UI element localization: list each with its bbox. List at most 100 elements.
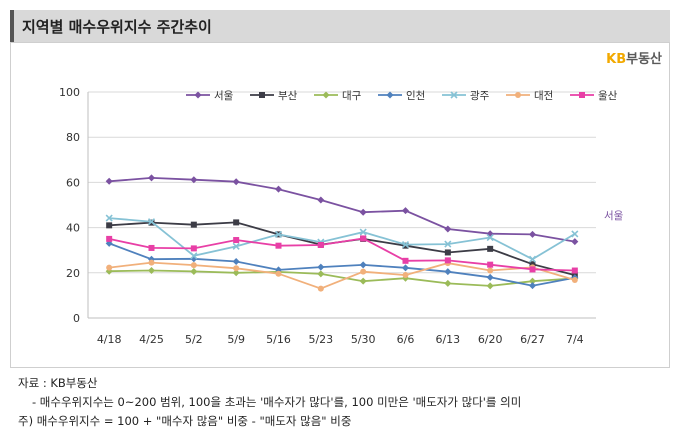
annotation-seoul: 서울 [604,210,624,222]
legend-label: 울산 [598,90,618,102]
data-point [444,240,452,248]
x-tick-label: 5/16 [266,333,291,346]
data-point [359,261,367,269]
source-note: 자료 : KB부동산 [18,376,98,390]
x-tick-label: 6/27 [520,333,545,346]
data-point [487,261,494,268]
x-tick-label: 4/25 [139,333,164,346]
data-point [106,235,113,242]
data-point [444,257,451,264]
data-point [317,196,325,204]
data-point [487,267,494,274]
data-point [317,285,324,292]
kb-logo: KB부동산 [606,48,662,67]
data-point [571,230,579,238]
data-point [190,252,198,260]
data-point [360,235,367,242]
data-point [486,273,494,281]
definition-note: - 매수우위지수는 0~200 범위, 100을 초과는 '매수자가 많다'를,… [32,395,522,409]
kb-logo-mark: KB [606,52,627,67]
x-tick-label: 6/20 [478,333,503,346]
data-point [106,222,113,229]
x-tick-label: 6/13 [435,333,460,346]
data-point [444,279,452,287]
data-point [487,245,494,252]
data-point [233,237,240,244]
data-point [190,221,197,228]
data-point [571,277,578,284]
page-title: 지역별 매수우위지수 주간추이 [22,18,212,36]
data-point [148,244,155,251]
series-line-7 [109,237,575,272]
x-tick-label: 5/9 [227,333,245,346]
data-point [529,230,536,238]
legend-label: 인천 [406,90,425,102]
data-point [232,178,240,186]
kb-logo-text: 부동산 [626,52,662,67]
x-tick-label: 6/6 [397,333,415,346]
y-tick-label: 80 [66,131,80,144]
data-point [360,268,367,275]
data-point [317,242,324,249]
legend-label: 대구 [342,90,362,102]
legend-swatch-marker [515,92,521,98]
data-point [148,259,155,266]
data-point [105,214,113,222]
series-line-4 [108,242,575,287]
series-line-5 [109,217,576,261]
data-point [444,225,452,233]
data-point [232,242,240,250]
data-point [359,228,367,236]
data-point [105,177,113,185]
data-point [571,267,578,274]
data-point [529,261,536,268]
data-point [190,245,197,252]
data-point [486,282,494,290]
data-point [148,174,155,182]
data-point [190,176,198,184]
formula-note: 주) 매수우위지수 = 100 + "매수자 많음" 비중 - "매도자 많음"… [18,414,352,428]
data-point [275,270,282,277]
title-bar: 지역별 매수우위지수 주간추이 [10,10,670,42]
y-tick-label: 60 [66,176,80,189]
data-point [275,242,282,249]
data-point [359,277,367,285]
data-point [444,249,451,256]
data-point [275,185,282,193]
data-point [402,264,409,272]
data-point [529,282,536,290]
data-point [444,268,452,276]
legend-swatch-marker [579,92,585,98]
x-tick-label: 7/4 [566,333,584,346]
data-point [190,267,198,275]
x-tick-label: 5/2 [185,333,203,346]
series-line-3 [109,269,575,287]
legend-swatch-marker [322,91,330,99]
data-point [232,269,240,277]
data-point [529,277,536,285]
data-point [148,267,155,275]
x-tick-label: 5/30 [351,333,376,346]
legend-label: 광주 [470,90,490,102]
data-point [402,257,409,264]
data-point [402,272,409,279]
series-line-6 [109,261,576,290]
data-point [486,233,494,242]
data-point [359,208,367,216]
data-point [317,270,325,278]
legend-swatch-marker [259,92,265,98]
legend-swatch-marker [194,91,202,99]
data-point [401,240,410,249]
data-point [106,264,113,271]
data-point [402,207,409,215]
data-point [274,230,283,238]
y-tick-label: 20 [66,267,80,280]
data-point [233,219,240,226]
legend-swatch-marker [450,91,458,99]
data-point [147,218,156,226]
y-tick-label: 40 [66,222,80,235]
data-point [529,266,536,273]
legend-label: 부산 [278,90,298,102]
data-point [571,238,579,246]
